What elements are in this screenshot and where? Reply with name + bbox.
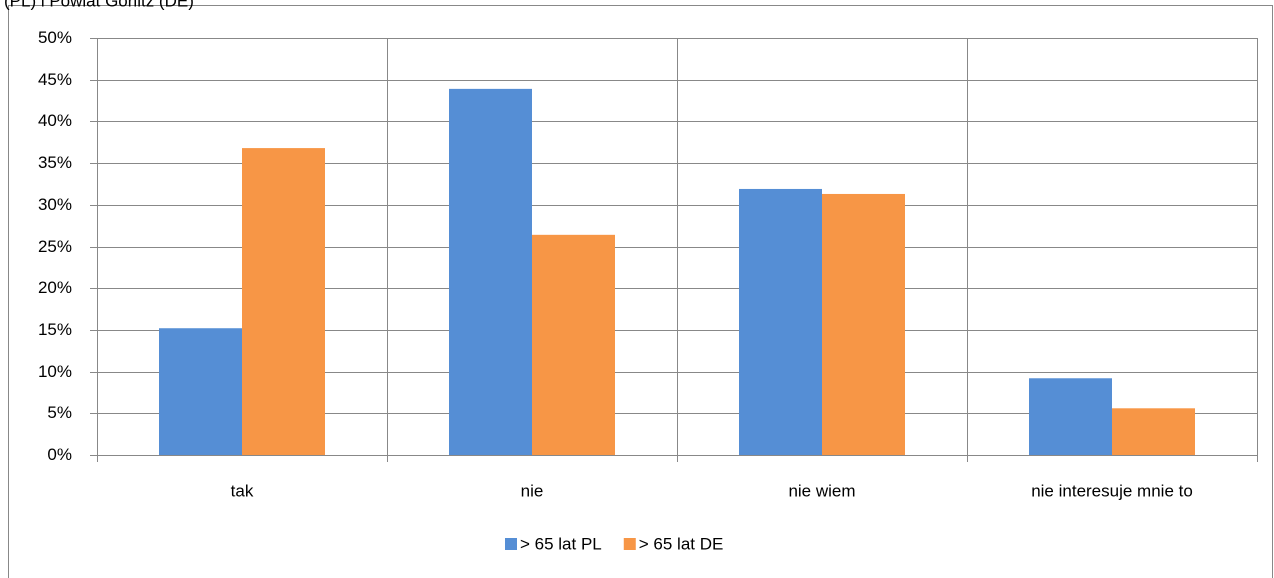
x-tick-label: nie [521,481,544,500]
x-tick-label: nie wiem [788,481,855,500]
chart-border [8,5,1273,578]
x-tick-label: tak [231,481,254,500]
bar [159,328,242,455]
y-tick-label: 5% [47,403,72,422]
bar [242,148,325,455]
legend-label: > 65 lat PL [520,534,602,553]
bar [739,188,822,456]
y-tick-label: 0% [47,445,72,464]
chart-title: (PL) i Powiat Görlitz (DE) [4,0,194,10]
y-tick-label: 35% [38,153,72,172]
bar [449,88,532,456]
legend-swatch [623,538,636,550]
legend-label: > 65 lat DE [639,534,724,553]
y-tick-label: 10% [38,362,72,381]
bar [1029,378,1112,455]
y-tick-label: 45% [38,70,72,89]
y-tick-label: 25% [38,237,72,256]
x-tick-label: nie interesuje mnie to [1031,481,1193,500]
y-tick-label: 40% [38,111,72,130]
legend-swatch [505,538,517,550]
y-tick-label: 30% [38,195,72,214]
bar [822,193,905,455]
bar [1112,408,1195,455]
bar [532,234,615,455]
y-tick-label: 15% [38,320,72,339]
y-tick-label: 20% [38,278,72,297]
y-tick-label: 50% [38,28,72,47]
